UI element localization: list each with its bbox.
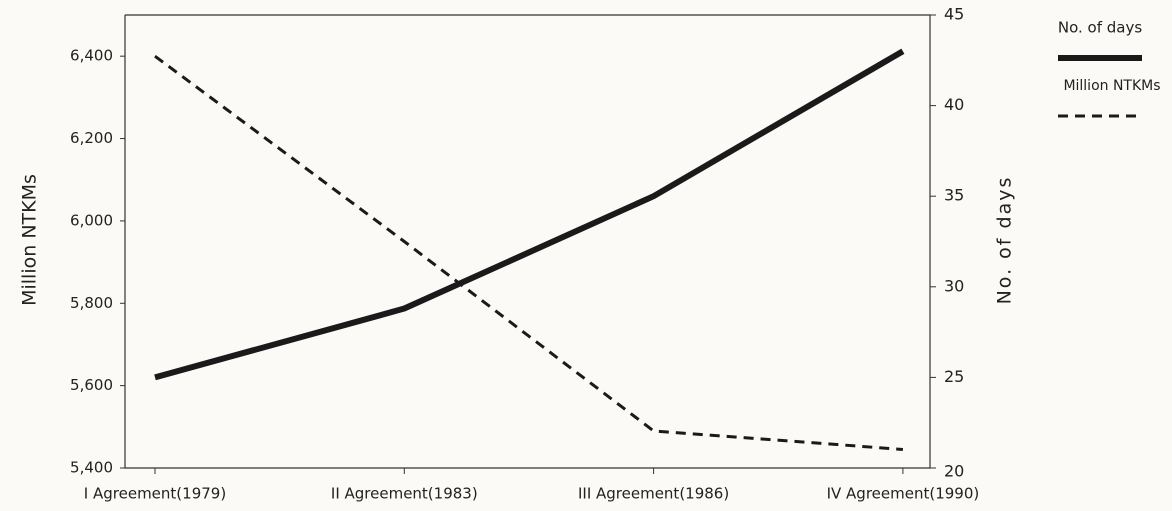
y-tick-label: 5,600	[70, 376, 113, 394]
x-tick-label: I Agreement(1979)	[84, 485, 226, 503]
x-tick-label: IV Agreement(1990)	[827, 485, 980, 503]
y-tick-label: 5,400	[70, 459, 113, 477]
legend-label: Million NTKMs	[1063, 78, 1160, 94]
y2-tick-label: 20	[944, 462, 964, 481]
x-tick-label: III Agreement(1986)	[578, 485, 729, 503]
y2-tick-label: 35	[944, 186, 964, 205]
x-tick-label: II Agreement(1983)	[331, 485, 478, 503]
y-tick-label: 6,000	[70, 211, 113, 229]
y-axis-title: Million NTKMs	[19, 174, 41, 306]
y-tick-label: 6,200	[70, 129, 113, 147]
y2-tick-label: 30	[944, 276, 964, 295]
y-tick-label: 6,400	[70, 47, 113, 65]
data-line	[154, 48, 905, 381]
legend-label: No. of days	[1058, 19, 1142, 37]
y2-tick-label: 25	[944, 367, 964, 386]
data-line	[154, 54, 904, 451]
y-tick-label: 5,800	[70, 294, 113, 312]
y2-axis-title: No. of days	[994, 176, 1016, 305]
y2-tick-label: 40	[944, 95, 964, 114]
y2-tick-label: 45	[944, 5, 964, 24]
